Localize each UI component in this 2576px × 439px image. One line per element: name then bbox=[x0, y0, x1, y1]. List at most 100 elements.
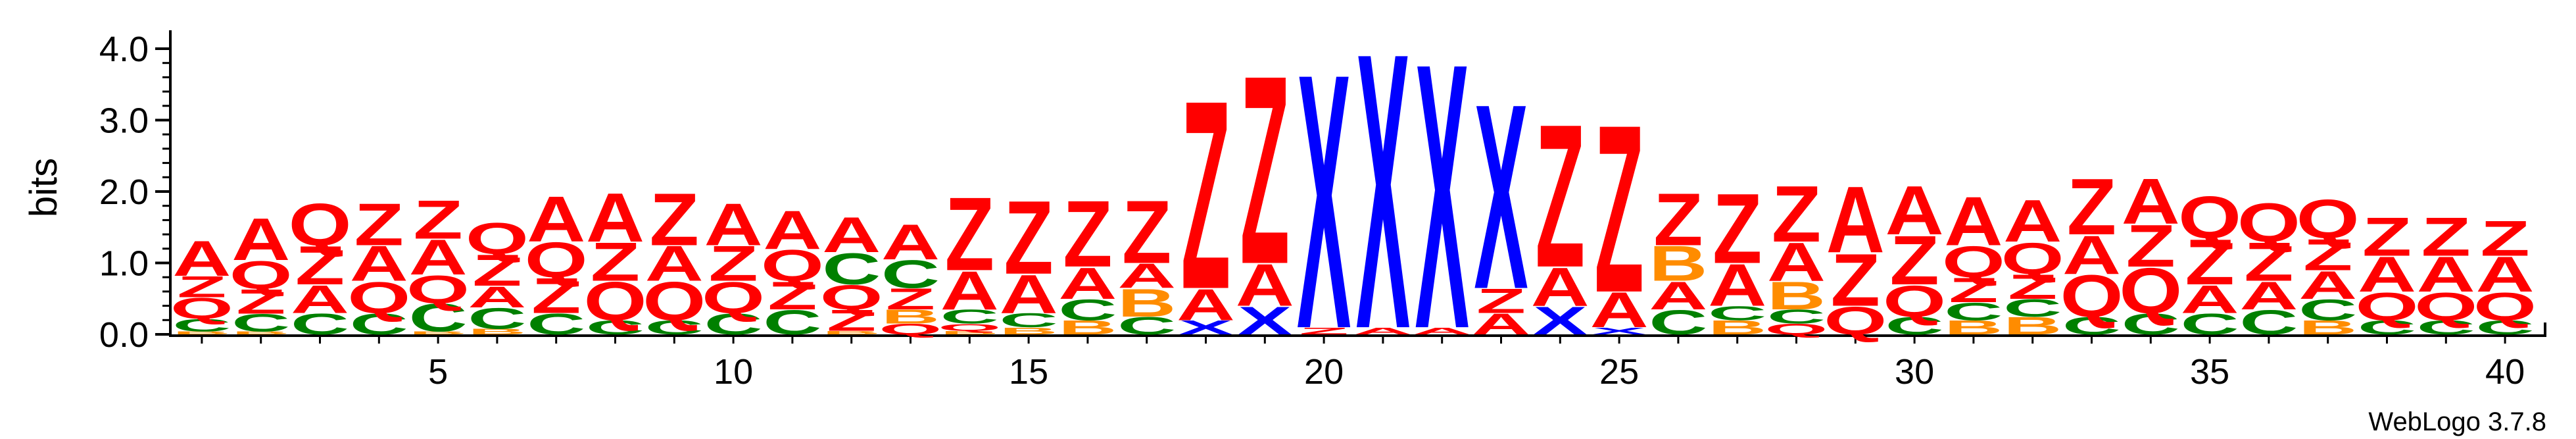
logo-letter-Q: Q bbox=[1883, 276, 1946, 326]
logo-letter-A: A bbox=[1885, 172, 1944, 249]
logo-letter-A: A bbox=[940, 261, 999, 322]
logo-letter-A: A bbox=[1117, 257, 1176, 296]
logo-letter-Z: Z bbox=[591, 232, 640, 293]
logo-letter-Q: Q bbox=[230, 253, 293, 297]
logo-letter-C: C bbox=[1058, 293, 1117, 326]
weblogo-credit: WebLogo 3.7.8 bbox=[2368, 407, 2546, 436]
logo-letter-A: A bbox=[1590, 282, 1649, 338]
logo-letter-B: B bbox=[1944, 317, 2003, 339]
logo-letter-C: C bbox=[822, 244, 881, 294]
logo-letter-Q: Q bbox=[2119, 254, 2182, 326]
logo-letter-C: C bbox=[231, 309, 290, 337]
logo-letter-Z: Z bbox=[177, 270, 226, 303]
x-tick-label: 10 bbox=[714, 352, 753, 392]
logo-letter-Z: Z bbox=[650, 178, 699, 262]
logo-letter-A: A bbox=[1413, 325, 1471, 336]
y-axis-label: bits bbox=[22, 158, 65, 217]
logo-letter-Q: Q bbox=[820, 278, 883, 317]
logo-letter-Q: Q bbox=[761, 241, 824, 291]
logo-letter-Z: Z bbox=[2421, 207, 2471, 268]
logo-letter-A: A bbox=[468, 280, 526, 314]
logo-letter-B: B bbox=[1649, 236, 1707, 292]
y-tick-label: 3.0 bbox=[99, 101, 149, 141]
logo-letter-Q: Q bbox=[584, 271, 647, 332]
logo-letter-A: A bbox=[881, 214, 940, 270]
logo-letter-C: C bbox=[291, 307, 349, 341]
logo-letter-Z: Z bbox=[1240, 20, 1290, 321]
logo-letter-B: B bbox=[231, 331, 290, 336]
logo-letter-A: A bbox=[1708, 251, 1766, 319]
logo-letter-Z: Z bbox=[2480, 211, 2529, 267]
logo-letter-B: B bbox=[409, 331, 468, 336]
logo-letter-Z: Z bbox=[2185, 226, 2234, 298]
logo-letter-Q: Q bbox=[289, 191, 352, 258]
logo-letter-Z: Z bbox=[1004, 180, 1053, 297]
logo-letter-A: A bbox=[1000, 264, 1058, 325]
logo-letter-Q: Q bbox=[2356, 284, 2419, 328]
logo-letter-X: X bbox=[1238, 298, 1292, 343]
logo-letter-Q: Q bbox=[2297, 189, 2360, 250]
logo-letter-Z: Z bbox=[708, 236, 758, 292]
logo-letter-Z: Z bbox=[531, 268, 581, 324]
y-tick-label: 0.0 bbox=[99, 315, 149, 355]
logo-letter-Z: Z bbox=[1772, 169, 1821, 259]
x-tick-label: 15 bbox=[1009, 352, 1048, 392]
logo-letter-B: B bbox=[172, 331, 231, 336]
logo-letter-C: C bbox=[1708, 302, 1766, 324]
y-tick-label: 2.0 bbox=[99, 172, 149, 212]
logo-letter-C: C bbox=[2417, 317, 2475, 339]
logo-letter-A: A bbox=[2062, 224, 2121, 286]
logo-letter-A: A bbox=[2476, 246, 2535, 302]
logo-letter-C: C bbox=[2476, 317, 2535, 339]
logo-letter-C: C bbox=[1767, 306, 1826, 328]
logo-letter-Q: Q bbox=[643, 271, 706, 332]
logo-letter-Z: Z bbox=[1299, 325, 1348, 336]
logo-letter-Z: Z bbox=[1949, 271, 1998, 310]
logo-letter-A: A bbox=[1236, 251, 1294, 319]
logo-letter-Z: Z bbox=[886, 282, 935, 316]
y-ticks: 0.0 1.0 2.0 3.0 4.0 bbox=[99, 30, 170, 355]
logo-letter-C: C bbox=[468, 301, 526, 335]
logo-letter-A: A bbox=[822, 207, 881, 263]
y-tick-label: 1.0 bbox=[99, 244, 149, 284]
logo-letter-Q: Q bbox=[170, 292, 233, 325]
logo-letter-A: A bbox=[1472, 307, 1530, 341]
logo-letter-A: A bbox=[350, 236, 408, 292]
logo-letter-Q: Q bbox=[1765, 321, 1828, 337]
logo-letter-C: C bbox=[2181, 307, 2239, 341]
logo-letter-A: A bbox=[1177, 280, 1235, 330]
logo-letter-Z: Z bbox=[236, 282, 285, 321]
logo-letter-Z: Z bbox=[2126, 213, 2175, 280]
logo-letter-A: A bbox=[1767, 232, 1826, 293]
logo-letter-A: A bbox=[409, 229, 468, 285]
logo-letter-Z: Z bbox=[1653, 178, 1703, 262]
logo-letter-Z: Z bbox=[295, 236, 345, 297]
logo-letter-C: C bbox=[645, 317, 704, 339]
logo-letter-A: A bbox=[1058, 259, 1117, 309]
logo-letter-B: B bbox=[881, 306, 940, 328]
logo-letter-C: C bbox=[1649, 303, 1707, 342]
logo-letter-C: C bbox=[940, 306, 999, 328]
logo-letter-B: B bbox=[822, 330, 881, 336]
logo-letter-X: X bbox=[1474, 49, 1528, 344]
logo-letter-C: C bbox=[2239, 303, 2298, 342]
logo-letter-C: C bbox=[763, 303, 821, 342]
logo-letter-A: A bbox=[2417, 246, 2475, 302]
logo-letter-B: B bbox=[2298, 317, 2357, 339]
logo-letter-Q: Q bbox=[2414, 284, 2477, 328]
x-tick-label: 30 bbox=[1895, 352, 1934, 392]
logo-letter-Z: Z bbox=[1713, 173, 1762, 284]
x-tick-label: 20 bbox=[1304, 352, 1344, 392]
logo-letter-B: B bbox=[1000, 325, 1058, 336]
logo-letter-A: A bbox=[172, 230, 231, 286]
logo-letter-A: A bbox=[2239, 273, 2298, 318]
logo-letter-Q: Q bbox=[938, 322, 1001, 333]
logo-letter-X: X bbox=[1592, 325, 1646, 336]
logo-letter-A: A bbox=[704, 191, 763, 258]
logo-letter-Q: Q bbox=[525, 232, 588, 288]
logo-letter-B: B bbox=[1058, 317, 1117, 339]
logo-letter-X: X bbox=[1356, 0, 1411, 411]
logo-letter-A: A bbox=[586, 179, 644, 257]
x-tick-label: 40 bbox=[2485, 352, 2525, 392]
logo-letter-C: C bbox=[1117, 312, 1176, 340]
